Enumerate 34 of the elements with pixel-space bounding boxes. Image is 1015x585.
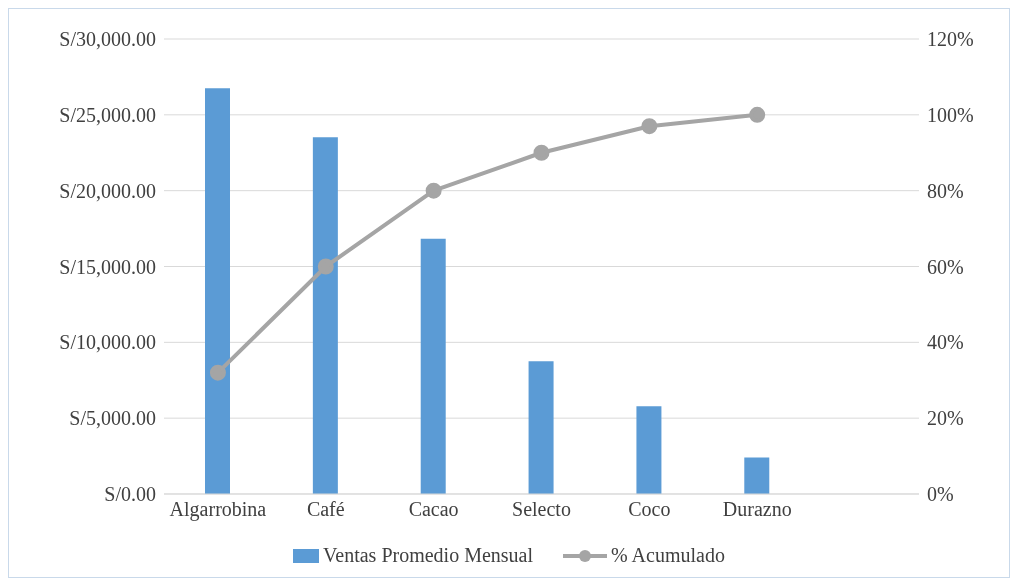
y-tick-label: S/10,000.00	[59, 331, 156, 354]
y-tick-label: S/0.00	[104, 483, 156, 506]
point	[533, 144, 550, 161]
point	[209, 364, 226, 381]
x-tick-label: Durazno	[722, 498, 792, 521]
legend-label: Ventas Promedio Mensual	[323, 544, 534, 567]
y-tick-label: S/5,000.00	[69, 407, 156, 430]
y-tick-label: S/25,000.00	[59, 103, 156, 126]
bar	[420, 238, 446, 494]
x-tick-label: Algarrobina	[169, 498, 267, 522]
y-tick-label: S/20,000.00	[59, 179, 156, 202]
x-tick-label: Coco	[628, 498, 671, 521]
y2-tick-label: 120%	[927, 28, 974, 51]
y2-tick-label: 0%	[927, 483, 954, 506]
x-tick-label: Selecto	[512, 498, 571, 521]
y2-tick-label: 80%	[927, 179, 964, 202]
bar	[636, 406, 662, 494]
y2-tick-label: 20%	[927, 407, 964, 430]
y-tick-label: S/30,000.00	[59, 28, 156, 51]
y2-tick-label: 100%	[927, 103, 974, 126]
bar	[744, 457, 770, 494]
point	[317, 258, 334, 275]
point	[641, 118, 658, 135]
legend-label: % Acumulado	[611, 544, 725, 567]
bar	[528, 361, 554, 494]
y2-tick-label: 60%	[927, 255, 964, 278]
point	[425, 182, 442, 199]
point	[749, 106, 766, 123]
y2-tick-label: 40%	[927, 331, 964, 354]
y-tick-label: S/15,000.00	[59, 255, 156, 278]
bar	[312, 137, 338, 494]
bar	[205, 88, 230, 494]
x-tick-label: Café	[306, 498, 345, 521]
x-tick-label: Cacao	[408, 498, 459, 521]
